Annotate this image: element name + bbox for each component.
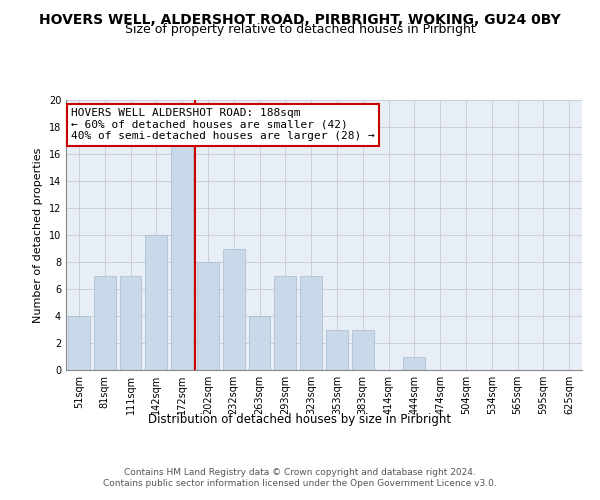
Bar	[403, 356, 425, 370]
Text: Size of property relative to detached houses in Pirbright: Size of property relative to detached ho…	[125, 22, 475, 36]
Text: HOVERS WELL, ALDERSHOT ROAD, PIRBRIGHT, WOKING, GU24 0BY: HOVERS WELL, ALDERSHOT ROAD, PIRBRIGHT, …	[39, 12, 561, 26]
Bar	[300, 276, 322, 370]
Bar	[68, 316, 90, 370]
Bar	[248, 316, 271, 370]
Bar	[171, 140, 193, 370]
Text: Contains HM Land Registry data © Crown copyright and database right 2024.
Contai: Contains HM Land Registry data © Crown c…	[103, 468, 497, 487]
Text: HOVERS WELL ALDERSHOT ROAD: 188sqm
← 60% of detached houses are smaller (42)
40%: HOVERS WELL ALDERSHOT ROAD: 188sqm ← 60%…	[71, 108, 375, 142]
Bar	[119, 276, 142, 370]
Bar	[326, 330, 348, 370]
Bar	[274, 276, 296, 370]
Bar	[94, 276, 116, 370]
Text: Distribution of detached houses by size in Pirbright: Distribution of detached houses by size …	[148, 412, 452, 426]
Y-axis label: Number of detached properties: Number of detached properties	[33, 148, 43, 322]
Bar	[145, 235, 167, 370]
Bar	[352, 330, 374, 370]
Bar	[197, 262, 219, 370]
Bar	[223, 248, 245, 370]
